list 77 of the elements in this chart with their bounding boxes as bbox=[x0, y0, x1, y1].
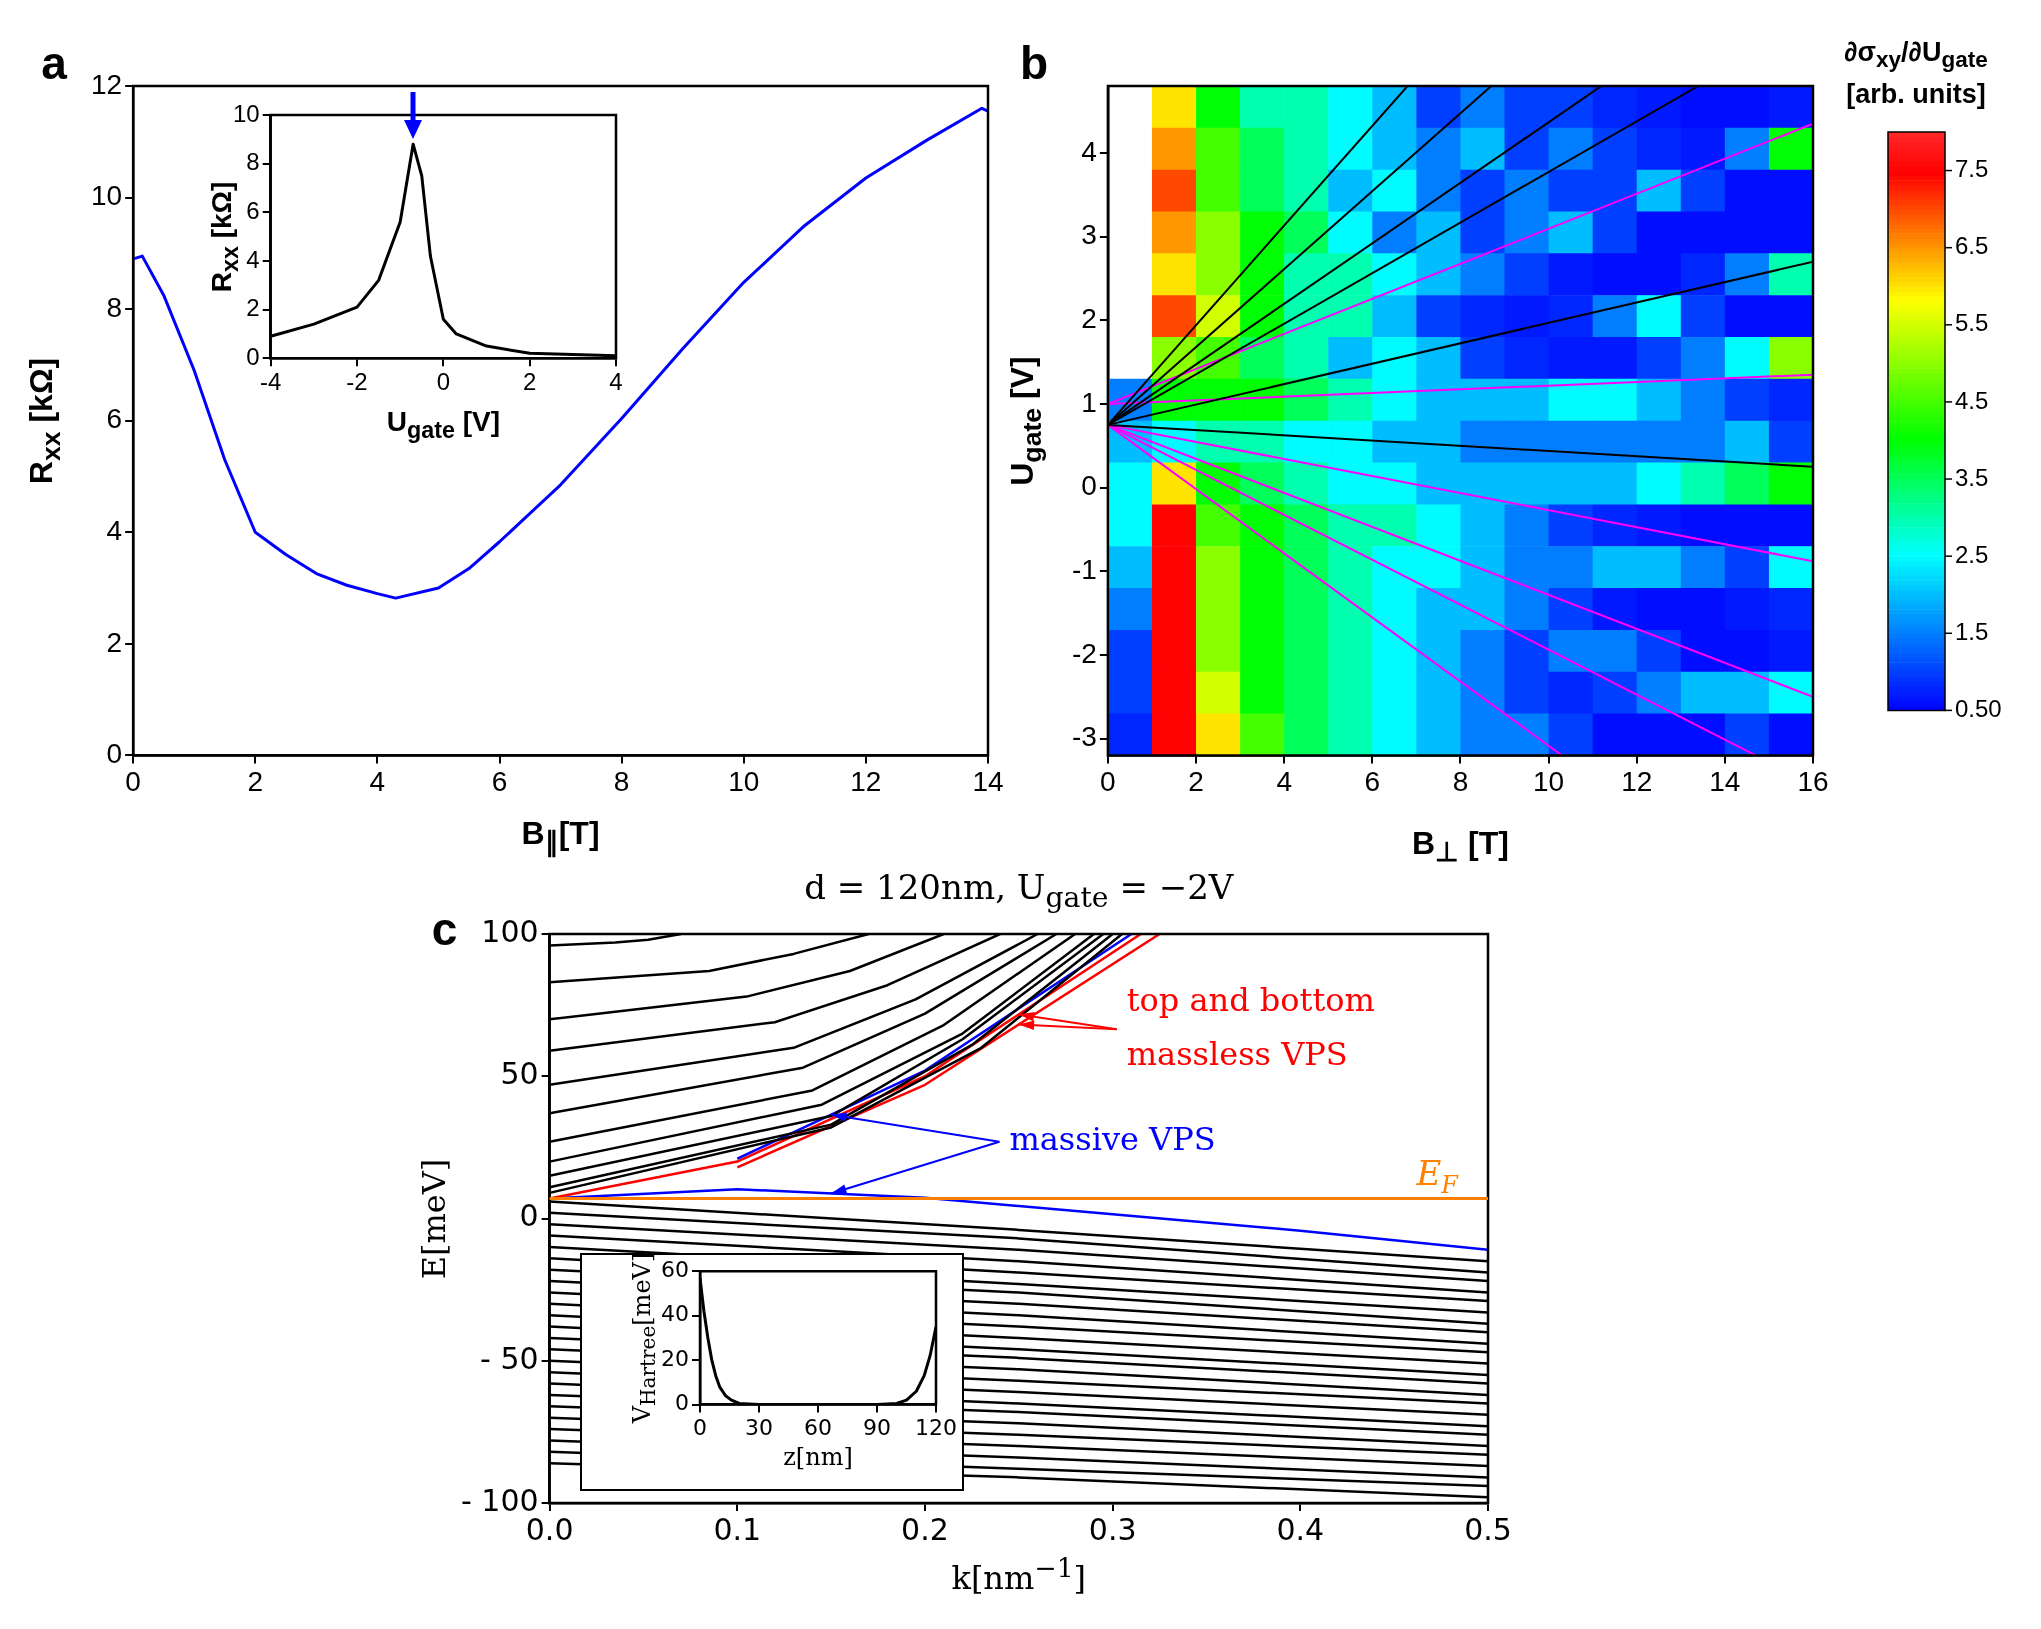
y-tick-label: 4 bbox=[106, 514, 123, 546]
y-tick-label: 12 bbox=[90, 68, 123, 100]
x-tick-label: 0.2 bbox=[901, 1511, 949, 1547]
y-tick-label: 8 bbox=[106, 291, 123, 323]
y-tick-label: 2 bbox=[1081, 303, 1097, 335]
x-axis-title: k[nm$^{−1}$] bbox=[951, 1552, 1087, 1597]
x-tick-label: 14 bbox=[972, 765, 1004, 797]
y-axis-title: E[meV] bbox=[414, 1158, 453, 1279]
x-axis-title: B$_{⊥}$ [T] bbox=[1412, 825, 1509, 868]
y-tick-label: - 50 bbox=[480, 1340, 539, 1376]
y-tick-label: 4 bbox=[246, 245, 260, 273]
color-bar-label: 6.5 bbox=[1955, 232, 1989, 260]
x-axis-title: z[nm] bbox=[783, 1442, 853, 1471]
x-tick-label: 120 bbox=[915, 1414, 957, 1440]
y-tick-label: 8 bbox=[246, 148, 260, 176]
x-tick-label: 90 bbox=[863, 1414, 891, 1440]
y-tick-label: 3 bbox=[1081, 219, 1097, 251]
y-tick-label: 2 bbox=[246, 294, 260, 322]
x-tick-label: 0 bbox=[692, 1414, 707, 1440]
x-tick-label: -4 bbox=[260, 368, 282, 396]
y-tick-label: 0 bbox=[674, 1390, 689, 1416]
legend-label: top and bottom massless VPS bbox=[1126, 980, 1375, 1073]
text: massive VPS bbox=[1009, 1120, 1216, 1158]
y-tick-label: 60 bbox=[660, 1256, 689, 1282]
x-tick-label: 4 bbox=[1276, 765, 1292, 797]
color-bar-label: 7.5 bbox=[1955, 155, 1989, 183]
color-bar-label: 3.5 bbox=[1955, 463, 1989, 491]
y-tick-label: 6 bbox=[106, 403, 123, 435]
y-tick-label: 0 bbox=[106, 738, 123, 770]
y-tick-label: 50 bbox=[500, 1056, 539, 1092]
y-tick-label: 20 bbox=[660, 1345, 689, 1371]
x-tick-label: 12 bbox=[850, 765, 882, 797]
y-tick-label: 4 bbox=[1081, 135, 1097, 167]
y-tick-label: 1 bbox=[1081, 386, 1097, 418]
color-bar-label: 2.5 bbox=[1955, 540, 1989, 568]
color-bar-label: 0.50 bbox=[1955, 695, 2002, 723]
y-tick-label: -2 bbox=[1071, 637, 1097, 669]
x-tick-label: 0.5 bbox=[1464, 1511, 1512, 1547]
y-tick-label: -3 bbox=[1071, 721, 1097, 753]
y-tick-label: 6 bbox=[246, 196, 260, 224]
x-tick-label: 4 bbox=[369, 765, 386, 797]
y-tick-label: 10 bbox=[90, 180, 123, 212]
x-tick-label: 2 bbox=[1188, 765, 1204, 797]
x-tick-label: 12 bbox=[1621, 765, 1653, 797]
y-tick-label: 0 bbox=[246, 342, 260, 370]
color-bar-title: ∂σ$_{xy}$/∂U$_{gate}$ [arb. units] bbox=[1843, 36, 1989, 111]
y-tick-label: 10 bbox=[232, 99, 260, 127]
y-tick-label: -1 bbox=[1071, 554, 1097, 586]
x-tick-label: -2 bbox=[346, 368, 368, 396]
x-tick-label: 10 bbox=[1533, 765, 1565, 797]
x-tick-label: 6 bbox=[1364, 765, 1381, 797]
text: b bbox=[1019, 37, 1049, 89]
color-bar-label: 1.5 bbox=[1955, 617, 1989, 645]
x-tick-label: 0.3 bbox=[1088, 1511, 1137, 1547]
x-tick-label: 0 bbox=[436, 368, 451, 396]
x-tick-label: 10 bbox=[728, 765, 760, 797]
x-axis-title: B$_{∥}$[T] bbox=[521, 815, 600, 858]
text: a bbox=[41, 37, 67, 89]
color-bar-label: 5.5 bbox=[1955, 309, 1989, 337]
x-tick-label: 8 bbox=[1452, 765, 1469, 797]
chart-title: d = 120nm, U$_{gate}$ = −2V bbox=[804, 867, 1234, 914]
x-tick-label: 16 bbox=[1797, 765, 1829, 797]
y-tick-label: 2 bbox=[106, 626, 123, 658]
x-tick-label: 0.4 bbox=[1276, 1511, 1325, 1547]
x-tick-label: 4 bbox=[609, 368, 623, 396]
y-tick-label: 40 bbox=[660, 1301, 689, 1327]
x-tick-label: 0.1 bbox=[713, 1511, 762, 1547]
x-tick-label: 8 bbox=[613, 765, 630, 797]
text: c bbox=[431, 903, 458, 955]
x-tick-label: 14 bbox=[1709, 765, 1741, 797]
x-tick-label: 30 bbox=[745, 1414, 773, 1440]
x-tick-label: 60 bbox=[804, 1414, 832, 1440]
y-tick-label: 0 bbox=[1081, 470, 1097, 502]
x-axis-title: U$_{gate}$ [V] bbox=[386, 406, 500, 443]
y-tick-label: 0 bbox=[519, 1198, 539, 1234]
color-bar-label: 4.5 bbox=[1955, 386, 1989, 414]
y-tick-label: 100 bbox=[481, 913, 539, 949]
